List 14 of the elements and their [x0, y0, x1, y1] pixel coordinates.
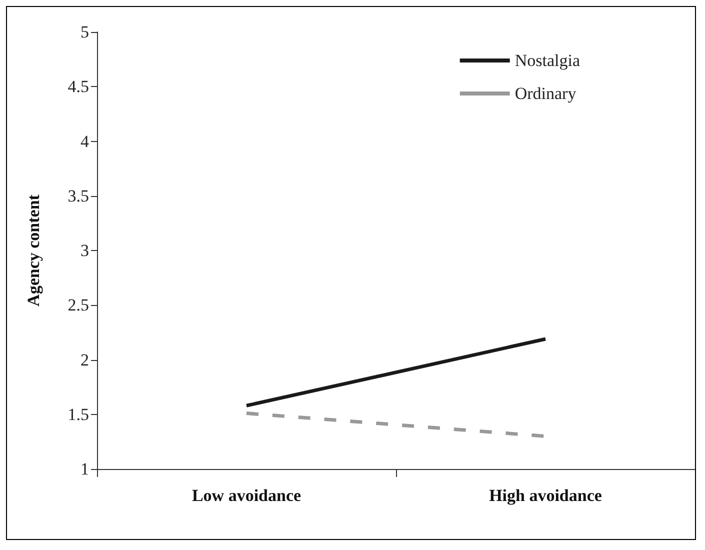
y-tick-label: 3.5 — [68, 186, 89, 206]
y-tick-label: 5 — [80, 22, 89, 42]
y-tick-label: 3 — [80, 241, 89, 260]
y-axis-title: Agency content — [24, 194, 43, 306]
y-tick-label: 4 — [80, 132, 90, 151]
legend-label: Ordinary — [514, 84, 577, 103]
y-tick-label: 4.5 — [68, 77, 89, 96]
x-tick-label: High avoidance — [489, 486, 602, 505]
y-tick-label: 1.5 — [68, 404, 89, 424]
y-tick-label: 2.5 — [68, 296, 89, 315]
y-tick-label: 1 — [80, 460, 89, 478]
legend-label: Nostalgia — [514, 51, 580, 70]
y-tick-label: 2 — [80, 350, 89, 370]
x-tick-label: Low avoidance — [192, 486, 302, 505]
